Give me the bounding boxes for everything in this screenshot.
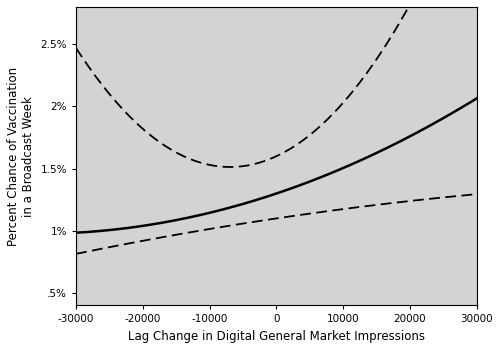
- Y-axis label: Percent Chance of Vaccination
in a Broadcast Week: Percent Chance of Vaccination in a Broad…: [7, 66, 35, 246]
- X-axis label: Lag Change in Digital General Market Impressions: Lag Change in Digital General Market Imp…: [128, 330, 425, 343]
